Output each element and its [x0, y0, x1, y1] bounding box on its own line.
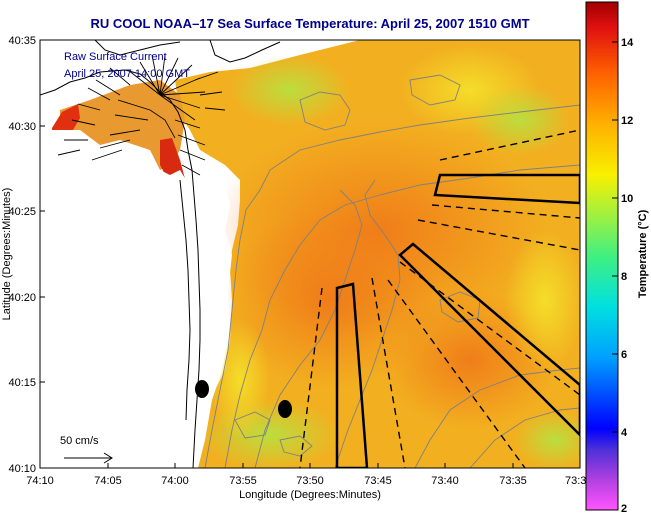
- contour-20m: [204, 104, 580, 468]
- colorbar-tick-marks: [612, 41, 618, 433]
- map-plot-area: [40, 40, 580, 468]
- sector-box-south: [335, 282, 369, 468]
- contour-shoal-3: [439, 291, 481, 323]
- contour-canyon-west: [254, 189, 363, 468]
- map-title: RU COOL NOAA–17 Sea Surface Temperature:…: [90, 16, 529, 31]
- sector-box-southeast: [398, 242, 580, 437]
- x-tick: 74:05: [94, 475, 122, 487]
- cool-patch-se: [515, 410, 580, 468]
- dash-line-6: [431, 204, 580, 219]
- y-tick: 40:15: [8, 377, 36, 389]
- surface-current-vectors: [57, 54, 226, 176]
- cool-patch-ne: [470, 85, 570, 155]
- contour-shoal-1: [299, 91, 351, 131]
- coastline: [40, 69, 201, 468]
- y-tick: 40:10: [8, 463, 36, 475]
- x-tick: 74:10: [26, 475, 54, 487]
- vector-group-west: [91, 99, 151, 161]
- barrier-island: [179, 179, 191, 421]
- contour-shoal-4: [234, 411, 271, 439]
- dash-line-2: [371, 277, 406, 468]
- current-legend-line2: April 25, 2007 14:00 GMT: [64, 68, 190, 80]
- scale-arrow: [64, 452, 113, 464]
- y-axis-label: Latitude (Degrees:Minutes): [1, 188, 13, 321]
- y-tick: 40:25: [8, 206, 36, 218]
- scale-label: 50 cm/s: [60, 435, 99, 447]
- colorbar: [585, 1, 619, 511]
- colorbar-tick: 12: [621, 115, 633, 127]
- contour-shoal-5: [279, 435, 313, 457]
- sector-boxes: [335, 173, 580, 468]
- bathymetry-contours: [204, 74, 580, 468]
- x-tick: 73:55: [229, 475, 257, 487]
- station-marker-inshore: [195, 380, 209, 398]
- dash-line-5: [417, 219, 580, 251]
- colorbar-label: Temperature (°C): [637, 209, 649, 298]
- y-tick: 40:35: [8, 35, 36, 47]
- vector-group-coast: [57, 103, 101, 156]
- vector-group-east: [174, 119, 206, 176]
- contour-south-1: [414, 367, 580, 468]
- colorbar-tick: 8: [621, 271, 627, 283]
- colorbar-tick: 14: [621, 37, 634, 49]
- dash-line-1: [299, 287, 323, 468]
- land-mask-upper: [40, 130, 210, 468]
- contour-shoal-2: [409, 74, 461, 106]
- cool-patch-north: [230, 55, 350, 125]
- axis-tick-marks: [39, 39, 514, 469]
- bay-inlet: [149, 109, 176, 139]
- x-tick: 74:00: [161, 475, 189, 487]
- vector-group-nw: [87, 67, 131, 101]
- colorbar-tick: 6: [621, 349, 627, 361]
- x-tick: 73:35: [499, 475, 527, 487]
- x-tick: 73:3: [565, 475, 586, 487]
- current-legend-line1: Raw Surface Current: [64, 51, 167, 63]
- vector-group-ne: [194, 71, 226, 111]
- x-axis-label: Longitude (Degrees:Minutes): [239, 489, 381, 501]
- y-tick: 40:20: [8, 292, 36, 304]
- sector-dashed-lines: [299, 129, 580, 468]
- yellow-patch-east: [505, 230, 580, 370]
- colorbar-tick: 4: [621, 427, 628, 439]
- x-tick: 73:40: [431, 475, 459, 487]
- colorbar-tick-labels: 14 12 10 8 6 4 2: [621, 37, 634, 515]
- contour-canyon-east: [334, 179, 401, 468]
- dash-line-3: [387, 279, 526, 468]
- dash-line-4: [399, 261, 580, 396]
- contour-south-2: [469, 407, 580, 468]
- sector-box-east: [433, 173, 580, 205]
- vector-fan-center: [127, 54, 206, 121]
- staten-shore: [94, 40, 181, 56]
- colorbar-tick: 10: [621, 193, 633, 205]
- upper-bay-shore: [209, 40, 281, 63]
- x-tick: 73:50: [296, 475, 324, 487]
- station-marker-offshore: [278, 400, 292, 418]
- x-tick: 73:45: [364, 475, 392, 487]
- y-tick: 40:30: [8, 121, 36, 133]
- contour-30m: [224, 164, 580, 468]
- x-tick-labels: 74:10 74:05 74:00 73:55 73:50 73:45 73:4…: [26, 475, 586, 487]
- y-tick-labels: 40:35 40:30 40:25 40:20 40:15 40:10: [8, 35, 36, 475]
- colorbar-tick: 2: [621, 503, 627, 515]
